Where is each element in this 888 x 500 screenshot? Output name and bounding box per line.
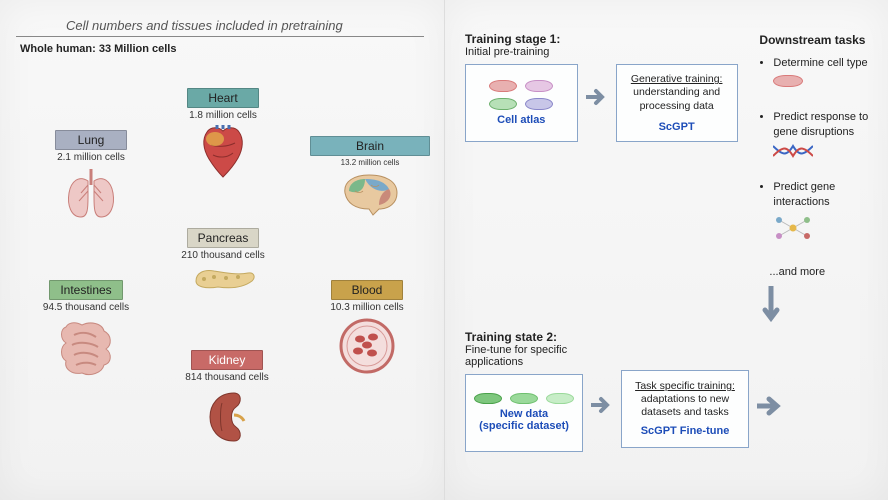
organ-lung-pill: Lung [55,130,127,150]
organ-brain-pill: Brain [310,136,430,156]
network-icon [773,214,872,247]
organ-brain-count: 13.2 million cells [310,158,430,167]
box-task-desc: Task specific training:adaptations to ne… [628,380,742,419]
cell-icon [525,98,553,110]
organ-lung: Lung 2.1 million cells [36,130,146,223]
organ-heart-count: 1.8 million cells [168,110,278,121]
task-label: Predict response to gene disruptions [773,111,868,138]
right-content: Training stage 1: Initial pre-training C… [445,0,888,464]
arrow-down-icon [669,286,872,324]
organ-blood: Blood 10.3 million cells [312,280,422,375]
box-gen-caption: ScGPT [659,121,695,133]
blood-icon [312,317,422,375]
box-task-specific: Task specific training:adaptations to ne… [621,370,749,448]
arrow-right-icon [757,396,783,416]
organ-pancreas: Pancreas 210 thousand cells [160,228,286,299]
stage1-sub: Initial pre-training [465,46,578,58]
cell-icon [525,80,553,92]
box-gen-desc: Generative training:understanding and pr… [623,73,731,112]
left-panel: Cell numbers and tissues included in pre… [0,0,445,500]
box-generative: Generative training:understanding and pr… [616,64,738,142]
stage1-title: Training stage 1: [465,32,578,46]
organ-kidney-count: 814 thousand cells [172,372,282,383]
cell-icon [489,98,517,110]
box-cell-atlas-caption: Cell atlas [497,114,545,126]
box-newdata-caption: New data(specific dataset) [479,408,569,432]
organ-brain: Brain 13.2 million cells [310,136,430,219]
cell-icon [546,393,574,404]
heart-icon [168,125,278,181]
right-panel: Training stage 1: Initial pre-training C… [445,0,888,500]
task-item: Predict gene interactions [773,180,872,247]
organ-intestines-pill: Intestines [49,280,122,300]
organ-kidney: Kidney 814 thousand cells [172,350,282,447]
organ-pancreas-pill: Pancreas [187,228,260,248]
tasks-more: ...and more [769,265,872,280]
tasks-title: Downstream tasks [759,32,872,48]
organ-lung-count: 2.1 million cells [36,152,146,163]
organ-blood-pill: Blood [331,280,403,300]
arrow-right-icon [591,396,613,414]
box-new-data: New data(specific dataset) [465,374,583,452]
organ-intestines: Intestines 94.5 thousand cells [26,280,146,379]
arrow-right-icon [586,88,608,106]
new-data-cells [474,393,574,404]
task-label: Determine cell type [773,57,867,69]
organ-heart-pill: Heart [187,88,259,108]
box-task-caption: ScGPT Fine-tune [641,425,730,437]
stage2-sub: Fine-tune for specific applications [465,344,583,368]
left-subtitle: Whole human: 33 Million cells [16,43,428,55]
task-item: Determine cell type [773,56,872,92]
organ-blood-count: 10.3 million cells [312,302,422,313]
left-header: Cell numbers and tissues included in pre… [0,0,444,59]
tasks-column: Downstream tasks Determine cell type Pre… [759,32,872,280]
cell-icon [489,80,517,92]
cell-icon [773,75,872,92]
cell-icon [474,393,502,404]
box-cell-atlas: Cell atlas [465,64,578,142]
brain-icon [310,171,430,219]
lung-icon [36,167,146,223]
pancreas-icon [160,265,286,299]
organ-kidney-pill: Kidney [191,350,263,370]
tasks-list: Determine cell type Predict response to … [759,56,872,247]
left-title: Cell numbers and tissues included in pre… [16,18,424,37]
cell-icon [510,393,538,404]
task-label: Predict gene interactions [773,181,835,208]
dna-icon [773,144,872,163]
organ-intestines-count: 94.5 thousand cells [26,302,146,313]
organ-pancreas-count: 210 thousand cells [160,250,286,261]
cell-atlas-cells [489,80,553,110]
stage2-title: Training state 2: [465,330,583,344]
kidney-icon [172,387,282,447]
intestines-icon [26,317,146,379]
organ-heart: Heart 1.8 million cells [168,88,278,181]
task-item: Predict response to gene disruptions [773,110,872,163]
